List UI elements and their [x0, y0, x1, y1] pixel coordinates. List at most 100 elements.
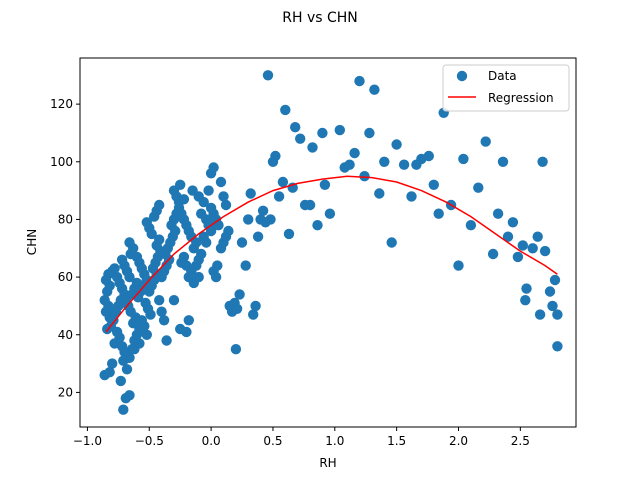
- data-point: [473, 182, 484, 193]
- data-point: [132, 292, 144, 303]
- x-tick-label: 2.5: [511, 434, 530, 448]
- data-point: [124, 390, 135, 401]
- legend: Data Regression: [442, 64, 570, 112]
- data-point: [283, 228, 295, 240]
- data-point: [492, 208, 504, 219]
- data-point: [537, 156, 548, 167]
- data-point: [317, 127, 328, 139]
- data-point: [379, 156, 390, 167]
- data-point: [205, 202, 217, 214]
- data-point: [215, 176, 227, 188]
- x-tick-label: −0.5: [135, 434, 164, 448]
- y-tick-label: 80: [58, 212, 73, 226]
- data-point: [203, 185, 214, 196]
- data-point: [201, 237, 212, 248]
- data-point: [178, 251, 190, 263]
- data-point: [534, 309, 546, 320]
- data-point: [433, 208, 444, 219]
- data-point: [154, 295, 165, 306]
- data-point: [344, 159, 355, 170]
- x-axis: −1.0 −0.5 0.0 0.5 1.0 1.5 2.0 2.5: [73, 427, 530, 448]
- x-tick-label: 0.0: [202, 434, 221, 448]
- data-point: [497, 156, 509, 167]
- y-tick-label: 20: [58, 385, 73, 399]
- data-point: [502, 231, 514, 242]
- y-tick-label: 120: [50, 97, 73, 111]
- data-point: [319, 179, 331, 190]
- data-point: [312, 220, 323, 231]
- data-point: [243, 214, 254, 225]
- data-point: [265, 214, 276, 225]
- legend-marker-data: [456, 70, 468, 82]
- data-point: [99, 295, 110, 306]
- data-point: [129, 344, 140, 355]
- y-axis-label: CHN: [25, 229, 39, 255]
- data-point: [124, 237, 135, 248]
- data-point: [208, 162, 219, 173]
- data-point: [196, 248, 207, 260]
- x-tick-label: 1.5: [387, 434, 406, 448]
- data-point: [552, 341, 563, 352]
- legend-box: [442, 64, 570, 112]
- x-tick-label: −1.0: [73, 434, 102, 448]
- y-tick-label: 60: [58, 270, 73, 284]
- regression-line: [105, 175, 558, 333]
- data-point: [423, 150, 434, 162]
- x-tick-label: 1.0: [325, 434, 344, 448]
- data-point: [154, 199, 165, 211]
- data-point: [374, 188, 385, 199]
- data-point: [183, 315, 194, 326]
- data-point: [168, 295, 180, 306]
- data-point: [234, 289, 245, 300]
- y-axis: 20 40 60 80 100 120: [50, 97, 80, 399]
- data-point: [398, 159, 410, 170]
- data-point: [158, 315, 170, 326]
- data-point: [181, 326, 192, 338]
- data-point: [115, 375, 127, 387]
- data-point: [218, 191, 229, 202]
- data-point: [104, 367, 115, 378]
- data-point: [193, 271, 204, 283]
- data-point: [116, 254, 128, 265]
- x-tick-label: 2.0: [449, 434, 468, 448]
- data-point: [354, 75, 365, 87]
- plot-area: [99, 70, 563, 415]
- data-point: [273, 191, 285, 202]
- data-point: [521, 283, 532, 294]
- data-point: [507, 217, 519, 228]
- data-point: [212, 260, 223, 271]
- data-point: [220, 199, 232, 211]
- data-point: [324, 208, 336, 219]
- data-point: [236, 237, 248, 248]
- data-point: [428, 179, 439, 190]
- data-point: [364, 127, 375, 139]
- data-point: [248, 309, 259, 320]
- legend-label-regression: Regression: [488, 91, 554, 105]
- data-point: [245, 188, 256, 199]
- data-point: [369, 84, 380, 95]
- x-axis-label: RH: [319, 456, 336, 470]
- data-point: [205, 225, 217, 237]
- data-point: [512, 251, 524, 263]
- data-point: [386, 237, 397, 248]
- data-point: [552, 309, 563, 320]
- data-point: [334, 124, 345, 136]
- data-point: [277, 176, 289, 188]
- data-point: [549, 274, 561, 286]
- legend-label-data: Data: [488, 69, 517, 83]
- data-point: [480, 136, 491, 147]
- data-point: [532, 231, 543, 242]
- data-point: [539, 245, 551, 257]
- data-point: [240, 260, 251, 271]
- data-point: [544, 286, 556, 297]
- data-point: [406, 191, 417, 202]
- data-point: [250, 300, 261, 312]
- x-tick-label: 0.5: [263, 434, 282, 448]
- data-point: [231, 303, 243, 314]
- data-point: [124, 352, 135, 363]
- axes-frame: [79, 57, 577, 428]
- data-point: [517, 240, 528, 251]
- data-point: [453, 260, 464, 271]
- data-point: [304, 199, 316, 211]
